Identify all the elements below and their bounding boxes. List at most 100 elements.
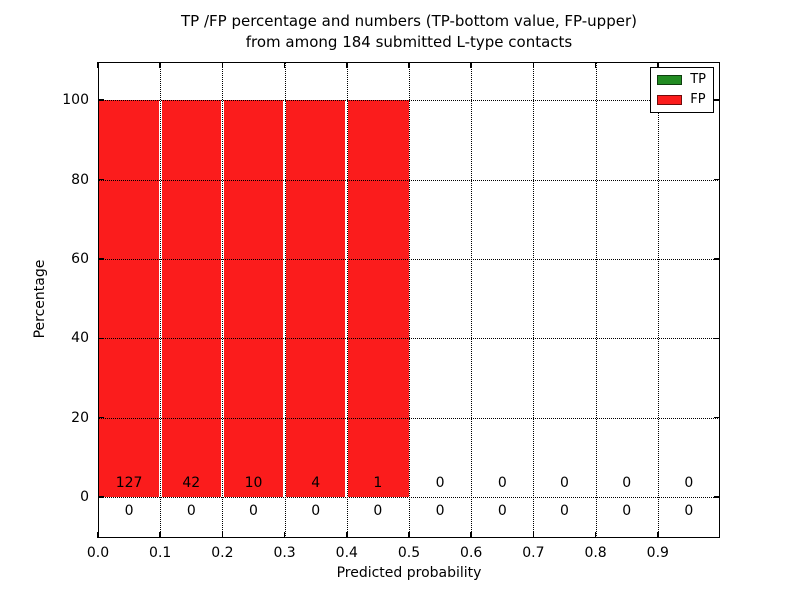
y-tick [714, 99, 720, 101]
y-tick [98, 496, 104, 498]
bar-fp [284, 100, 347, 498]
tp-count-label: 0 [435, 503, 445, 520]
fp-count-label: 4 [311, 475, 321, 492]
x-tick-label: 0.6 [460, 545, 483, 561]
y-tick [98, 99, 104, 101]
gridline-vertical [160, 62, 162, 538]
tp-count-label: 0 [497, 503, 507, 520]
x-tick [408, 532, 410, 538]
gridline-vertical [657, 62, 659, 538]
y-tick [714, 337, 720, 340]
chart-title-line2: from among 184 submitted L-type contacts [245, 33, 573, 51]
x-tick [283, 62, 286, 68]
y-tick [714, 496, 720, 498]
fp-count-label: 10 [244, 475, 263, 492]
gridline-horizontal [98, 258, 720, 260]
legend: TP FP [650, 67, 714, 113]
fp-count-label: 0 [560, 475, 569, 492]
y-tick [714, 178, 720, 181]
tp-legend-swatch [657, 75, 683, 85]
gridline-vertical [533, 62, 535, 538]
x-tick [470, 532, 472, 538]
x-tick [221, 62, 224, 68]
gridline-vertical [346, 62, 348, 538]
x-tick [470, 62, 472, 68]
y-tick-label: 0 [80, 489, 89, 506]
gridline-vertical [284, 62, 286, 538]
x-tick-label: 0.7 [522, 545, 545, 561]
x-tick-label: 0.0 [86, 545, 110, 561]
x-tick [97, 532, 99, 538]
x-tick [657, 532, 659, 538]
gridline-vertical [595, 62, 597, 538]
chart-title-line1: TP /FP percentage and numbers (TP-bottom… [181, 12, 637, 30]
y-tick [714, 258, 720, 260]
legend-entry-tp: TP [657, 73, 706, 87]
fp-count-label: 0 [497, 475, 507, 492]
x-tick [97, 62, 99, 68]
fp-count-label: 42 [182, 475, 201, 492]
x-tick [346, 62, 348, 68]
fp-count-label: 0 [622, 475, 632, 492]
y-tick [714, 416, 720, 419]
x-tick [159, 532, 161, 538]
bar-fp [160, 100, 223, 498]
y-tick [98, 416, 104, 419]
chart-title: TP /FP percentage and numbers (TP-bottom… [98, 11, 720, 53]
y-tick-label: 40 [71, 330, 89, 347]
gridline-vertical [471, 62, 473, 538]
x-tick-label: 0.5 [397, 545, 421, 561]
gridline-vertical [409, 62, 410, 538]
legend-label-fp: FP [690, 92, 706, 107]
x-tick [283, 532, 286, 538]
tp-count-label: 0 [186, 503, 196, 520]
y-tick-label: 60 [71, 250, 89, 267]
bar-fp [222, 100, 285, 498]
fp-count-label: 0 [684, 475, 694, 492]
x-tick-label: 0.9 [646, 545, 669, 561]
x-tick [408, 62, 410, 68]
tp-count-label: 0 [373, 503, 383, 520]
bar-fp [98, 100, 161, 498]
x-axis-label: Predicted probability [336, 565, 482, 581]
gridline-horizontal [98, 417, 720, 419]
gridline-vertical [222, 62, 224, 538]
x-tick-label: 0.8 [584, 545, 607, 561]
y-tick [98, 178, 104, 181]
x-tick [532, 532, 535, 538]
x-tick [221, 532, 224, 538]
fp-count-label: 0 [435, 475, 445, 492]
y-tick-label: 80 [71, 171, 89, 188]
x-tick-label: 0.4 [335, 545, 358, 561]
x-tick-label: 0.2 [211, 545, 234, 561]
y-tick [98, 258, 104, 260]
x-tick-label: 0.3 [273, 545, 296, 561]
y-tick-label: 100 [62, 92, 89, 109]
x-tick [594, 532, 597, 538]
tp-count-label: 0 [124, 503, 134, 520]
tp-count-label: 0 [622, 503, 632, 520]
x-tick-label: 0.1 [149, 545, 172, 561]
x-tick [532, 62, 535, 68]
tp-count-label: 0 [249, 503, 258, 520]
tp-count-label: 0 [560, 503, 569, 520]
gridline-horizontal [98, 338, 720, 340]
x-tick [346, 532, 348, 538]
x-tick [159, 62, 161, 68]
legend-entry-fp: FP [657, 93, 706, 107]
bar-fp [346, 100, 409, 498]
legend-label-tp: TP [690, 72, 706, 87]
fp-count-label: 127 [115, 475, 143, 492]
y-axis-label: Percentage [32, 259, 48, 339]
gridline-horizontal [98, 100, 720, 102]
y-tick-label: 20 [71, 409, 89, 426]
y-tick [98, 337, 104, 340]
gridline-horizontal [98, 497, 720, 499]
fp-count-label: 1 [373, 475, 383, 492]
tp-count-label: 0 [684, 503, 694, 520]
tp-count-label: 0 [311, 503, 321, 520]
fp-legend-swatch [657, 95, 683, 105]
x-tick [594, 62, 597, 68]
x-tick [657, 62, 659, 68]
